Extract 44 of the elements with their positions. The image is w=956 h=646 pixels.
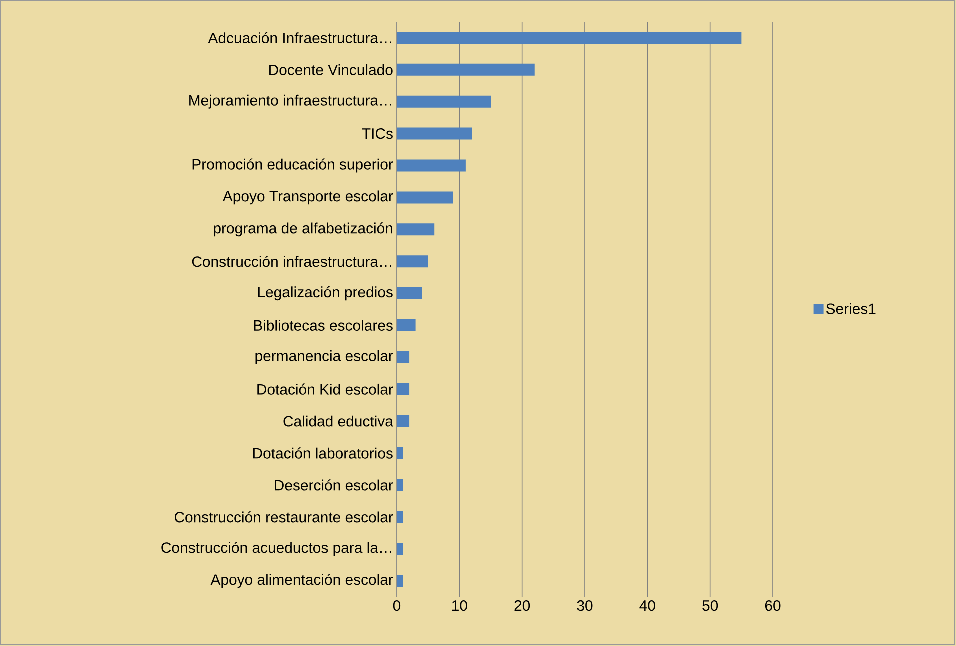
x-tick-label: 40: [640, 600, 656, 612]
y-tick-label: Dotación Kid escolar: [258, 384, 394, 395]
bar: [397, 511, 404, 524]
bar: [397, 447, 404, 460]
x-tick-label: 0: [393, 600, 401, 612]
y-tick-label: Calidad eductiva: [284, 416, 394, 427]
bar: [397, 575, 404, 588]
bar: [397, 543, 404, 556]
legend-label: Series1: [826, 303, 876, 314]
y-tick-label: Bibliotecas escolares: [254, 320, 393, 331]
y-tick-label: Adcuación Infraestructura…: [208, 32, 392, 44]
x-tick-label: 10: [452, 600, 468, 612]
bar: [397, 351, 410, 364]
x-tick-label: 50: [702, 600, 718, 612]
y-tick-label: permanencia escolar: [256, 350, 394, 364]
bar: [397, 479, 404, 492]
bar: [397, 383, 410, 396]
bar: [397, 128, 472, 140]
bar: [397, 64, 535, 76]
x-tick-label: 60: [765, 600, 781, 612]
bar: [397, 96, 492, 108]
y-tick-label: Apoyo Transporte escolar: [222, 190, 394, 205]
bar: [397, 319, 416, 332]
y-tick-label: Deserción escolar: [275, 480, 394, 491]
y-tick-label: Construcción infraestructura…: [192, 256, 392, 268]
y-tick-label: Apoyo alimentación escolar: [210, 574, 394, 588]
bar: [397, 192, 454, 204]
y-tick-label: Docente Vinculado: [270, 64, 393, 76]
y-tick-label: Construcción restaurante escolar: [174, 512, 394, 523]
bar: [397, 32, 742, 44]
y-tick-label: Mejoramiento infraestructura…: [190, 94, 392, 109]
bar: [397, 415, 410, 428]
x-tick-label: 20: [514, 600, 530, 612]
y-tick-label: Construcción acueductos para la…: [162, 542, 392, 556]
bar: [397, 288, 422, 300]
y-tick-label: Dotación laboratorios: [253, 448, 393, 459]
y-tick-label: Promoción educación superior: [192, 158, 394, 173]
x-tick-label: 30: [577, 600, 593, 612]
y-tick-label: Legalización predios: [258, 286, 393, 301]
y-tick-label: programa de alfabetización: [214, 222, 392, 237]
y-tick-label: TICs: [362, 128, 393, 140]
bar: [397, 256, 428, 268]
bar: [397, 224, 435, 236]
bar: [397, 160, 466, 172]
